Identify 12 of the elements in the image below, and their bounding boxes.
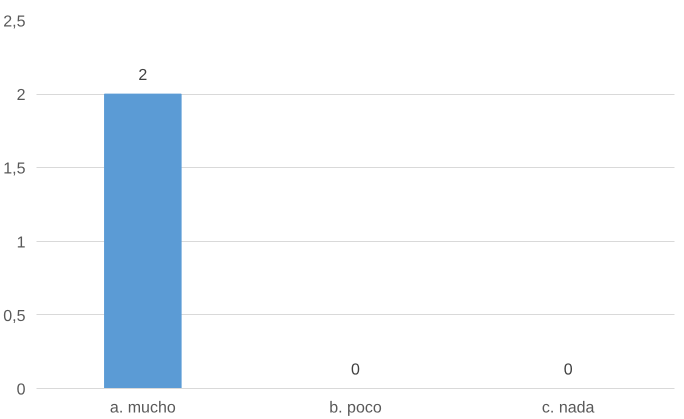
y-tick-label: 1 (16, 234, 26, 252)
x-tick-label: c. nada (542, 400, 595, 416)
x-tick-label: a. mucho (110, 400, 176, 416)
y-tick-label: 0,5 (3, 308, 26, 325)
x-tick-label: b. poco (329, 400, 382, 416)
data-label: 0 (564, 362, 573, 378)
data-label: 2 (138, 67, 148, 84)
y-tick-label: 1,5 (3, 160, 26, 178)
y-tick-label: 2,5 (3, 14, 26, 30)
y-tick-label: 2 (16, 87, 26, 104)
data-label: 0 (351, 362, 360, 378)
y-tick-label: 0 (16, 382, 26, 398)
